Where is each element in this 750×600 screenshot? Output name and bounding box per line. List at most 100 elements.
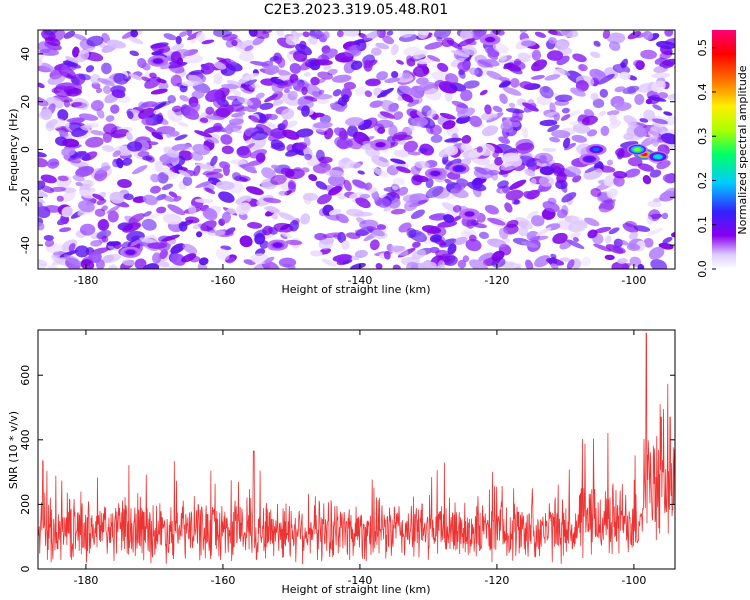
spectrogram-noise-blob [213, 73, 223, 85]
spectrogram-noise-blob [513, 58, 522, 66]
spectrogram-noise-blob [430, 134, 443, 143]
spectrogram-noise-blob [88, 251, 102, 263]
spectrogram-noise-blob [129, 50, 139, 57]
spectrogram-noise-blob [49, 186, 67, 192]
spectrogram-noise-blob [171, 43, 185, 51]
spectrogram-noise-blob [118, 96, 131, 104]
spectrogram-noise-blob [213, 96, 225, 108]
spectrogram-noise-blob [139, 237, 158, 244]
spectrogram-noise-blob [439, 112, 456, 120]
spectrogram-noise-blob [144, 125, 158, 134]
spectrogram-noise-blob [407, 151, 421, 156]
spectrogram-noise-blob [210, 155, 218, 166]
spectrogram-noise-blob [332, 254, 352, 263]
spectrogram-noise-blob [627, 31, 642, 40]
spectrogram-noise-blob [128, 213, 145, 224]
spectrogram-noise-blob [224, 125, 233, 135]
spectrogram-noise-blob [378, 157, 389, 163]
spectrogram-noise-blob [302, 31, 310, 38]
spectrogram-noise-blob [318, 89, 325, 95]
spectrogram-noise-blob [598, 199, 615, 213]
spectrogram-noise-blob [633, 59, 643, 68]
colorbar-tick-label: 0.5 [696, 39, 709, 57]
spectrogram-noise-blob [519, 155, 537, 167]
spectrogram-noise-blob [273, 222, 294, 233]
spectrogram-noise-blob [598, 111, 607, 116]
spectrogram-noise-blob [156, 206, 167, 214]
spectrogram-noise-blob [117, 178, 132, 189]
spectrogram-noise-blob [179, 84, 188, 93]
spectrogram-noise-blob [151, 43, 171, 53]
spectrogram-noise-blob [201, 39, 215, 45]
spectrogram-noise-blob [153, 109, 160, 115]
spectrogram-noise-blob [597, 73, 615, 85]
spectrogram-noise-blob [248, 115, 260, 123]
spectrogram-noise-blob [662, 237, 673, 244]
spectrogram-noise-blob [443, 214, 455, 223]
spectrogram-noise-blob [445, 145, 459, 156]
spectrogram-noise-blob [323, 31, 330, 39]
spectrogram-noise-blob [391, 71, 399, 79]
spectrogram-noise-blob [515, 216, 533, 230]
snr-x-tick-label: -140 [347, 574, 372, 587]
spectrogram-noise-blob [354, 86, 366, 96]
spectrogram-noise-blob [546, 50, 564, 61]
spectrogram-noise-blob [266, 205, 280, 214]
spectrogram-noise-blob [249, 149, 267, 159]
spectrogram-noise-blob [522, 102, 539, 112]
spectrogram-noise-blob [494, 156, 504, 166]
spectrogram-noise-blob [399, 30, 416, 38]
spectrogram-noise-blob [207, 229, 226, 237]
spectrogram-noise-blob [78, 113, 99, 121]
spectrogram-noise-blob [270, 128, 287, 139]
spectrogram-noise-blob [96, 230, 112, 239]
spectrogram-noise-blob [301, 105, 310, 117]
spectrogram-noise-blob [444, 178, 453, 185]
spectrogram-noise-blob [122, 259, 135, 266]
spectrogram-noise-blob [63, 99, 71, 108]
spectrogram-noise-blob [457, 38, 475, 47]
spectrogram-x-axis-title: Height of straight line (km) [281, 283, 430, 296]
spectrogram-noise-blob [498, 227, 509, 240]
spectrogram-noise-blob [101, 235, 109, 243]
spectrogram-noise-blob [508, 102, 516, 108]
spectrogram-noise-blob [623, 115, 638, 126]
spectrogram-noise-blob [335, 213, 349, 224]
spectrogram-noise-blob [253, 229, 268, 238]
spectrogram-noise-blob [481, 125, 499, 137]
spectrogram-noise-blob [308, 36, 318, 45]
spectrogram-noise-blob [249, 61, 270, 67]
spectrogram-noise-blob [66, 117, 83, 122]
spectrogram-noise-blob [647, 96, 667, 102]
spectrogram-noise-blob [61, 146, 76, 157]
spectrogram-noise-blob [72, 33, 87, 41]
spectrogram-noise-blob [626, 243, 641, 252]
spectrogram-noise-blob [44, 36, 61, 47]
spectrogram-noise-blob [396, 59, 404, 65]
spectrogram-noise-blob [390, 158, 406, 165]
spectrogram-noise-blob [561, 107, 570, 114]
spectrogram-noise-blob [90, 100, 104, 111]
spectrogram-noise-blob [112, 150, 121, 157]
spectrogram-noise-blob [605, 235, 612, 244]
spectrogram-noise-blob [319, 114, 331, 124]
spectrogram-noise-blob [531, 49, 542, 61]
spectrogram-noise-blob [188, 74, 203, 85]
spectrogram-noise-blob [534, 255, 551, 268]
snr-y-ticks: 0 200 400 600 [19, 365, 675, 573]
spectrogram-noise-blob [542, 201, 560, 213]
spectrogram-noise-blob [146, 213, 160, 220]
spectrogram-noise-blob [406, 227, 417, 238]
spectrogram-noise-blob [51, 254, 70, 266]
spectrogram-noise-blob [38, 180, 46, 191]
spectrogram-noise-blob [72, 174, 85, 182]
spectrogram-noise-blob [126, 141, 143, 152]
spectrogram-noise-blob [277, 79, 294, 89]
spectrogram-noise-blob [236, 202, 252, 215]
spectrogram-noise-blob [63, 154, 82, 164]
spectrogram-noise-blob [639, 118, 649, 123]
spectrogram-feature [377, 142, 384, 147]
spectrogram-noise-blob [80, 259, 95, 269]
spectrogram-noise-blob [44, 239, 55, 247]
snr-y-tick-label: 200 [19, 494, 32, 515]
